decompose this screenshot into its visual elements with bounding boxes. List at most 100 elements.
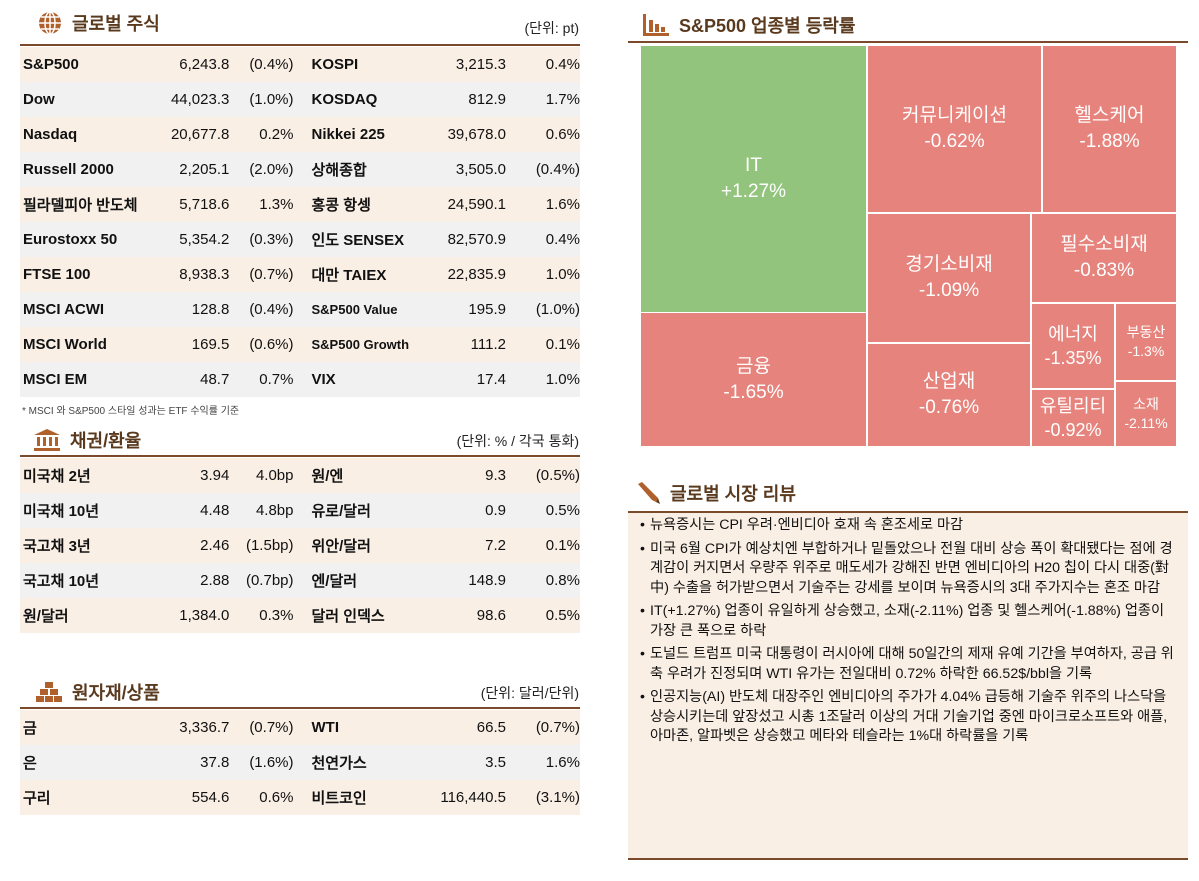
right-value: 22,835.9 — [447, 266, 506, 283]
table-row: Eurostoxx 50 5,354.2 (0.3%) 인도 SENSEX 82,570… — [20, 222, 580, 257]
sector-name: 금융 — [736, 355, 771, 377]
left-change: (2.0%) — [249, 161, 294, 178]
right-change: 0.4% — [545, 56, 580, 73]
right-value: 24,590.1 — [447, 196, 506, 213]
left-value: 5,354.2 — [179, 231, 230, 248]
bonds-section-title: 채권/환율 — [34, 427, 141, 453]
sector-name: 유틸리티 — [1039, 395, 1107, 416]
left-change: (0.7%) — [249, 719, 294, 736]
sector-value: -1.65% — [723, 381, 784, 403]
right-change: 1.0% — [545, 371, 580, 388]
sector-name: 에너지 — [1048, 323, 1098, 344]
review-title: 글로벌 시장 리뷰 — [670, 484, 796, 504]
left-change: (1.5bp) — [245, 537, 294, 554]
left-change: (0.7%) — [249, 266, 294, 283]
sector-name: 산업재 — [922, 371, 976, 393]
sector-name: 소재 — [1133, 396, 1159, 413]
right-value: 66.5 — [476, 719, 506, 736]
right-value: 195.9 — [468, 301, 506, 318]
sectors-title: S&P500 업종별 등락률 — [679, 16, 856, 36]
right-name: WTI — [311, 719, 340, 736]
right-value: 111.2 — [470, 336, 506, 353]
right-name: 유로/달러 — [311, 503, 371, 520]
sector-name: 경기소비재 — [905, 254, 993, 276]
divider — [628, 41, 1188, 43]
left-name: 금 — [23, 720, 37, 737]
right-name: 엔/달러 — [311, 573, 358, 590]
table-row: MSCI EM 48.7 0.7% VIX 17.4 1.0% — [20, 362, 580, 397]
left-change: 4.0bp — [255, 467, 294, 484]
left-name: MSCI EM — [23, 371, 88, 388]
bank-icon — [34, 429, 60, 451]
table-row: 구리 554.6 0.6% 비트코인 116,440.5 (3.1%) — [20, 780, 580, 815]
treemap-cell: 헬스케어 -1.88% — [1043, 46, 1176, 212]
right-change: 0.5% — [545, 607, 580, 624]
sector-value: -1.88% — [1079, 131, 1140, 152]
pen-icon — [638, 482, 660, 504]
left-value: 3,336.7 — [179, 719, 230, 736]
sector-treemap: IT +1.27% 금융 -1.65% 커뮤니케이션 -0.62% 헬스케어 -1.88% 경기… — [640, 45, 1177, 448]
left-change: (1.0%) — [249, 91, 294, 108]
right-change: (0.5%) — [535, 467, 580, 484]
left-name: 원/달러 — [23, 608, 69, 625]
treemap-cell: 경기소비재 -1.09% — [868, 214, 1030, 342]
right-change: (0.4%) — [535, 161, 580, 178]
left-value: 4.48 — [200, 502, 230, 519]
right-change: 0.4% — [545, 231, 580, 248]
right-name: 비트코인 — [311, 790, 367, 807]
left-value: 48.7 — [200, 371, 230, 388]
divider — [20, 707, 580, 709]
right-value: 148.9 — [468, 572, 506, 589]
divider — [20, 455, 580, 457]
left-value: 37.8 — [200, 754, 230, 771]
left-change: (0.6%) — [249, 336, 294, 353]
right-value: 82,570.9 — [447, 231, 506, 248]
left-value: 20,677.8 — [170, 126, 230, 143]
sector-value: -0.92% — [1044, 420, 1102, 440]
left-change: (0.4%) — [249, 56, 294, 73]
treemap-cell: 커뮤니케이션 -0.62% — [868, 46, 1041, 212]
left-name: FTSE 100 — [23, 266, 91, 283]
right-value: 3,505.0 — [455, 161, 506, 178]
review-bullet: 도널드 트럼프 미국 대통령이 러시아에 대해 50일간의 제재 유예 기간을 … — [640, 645, 1178, 684]
right-change: 0.8% — [545, 572, 580, 589]
sector-value: +1.27% — [721, 181, 786, 202]
equity-table: S&P500 6,243.8 (0.4%) KOSPI 3,215.3 0.4% Dow 44… — [20, 47, 580, 397]
sector-value: -2.11% — [1124, 415, 1168, 431]
left-change: (0.4%) — [249, 301, 294, 318]
right-value: 9.3 — [485, 467, 506, 484]
right-name: 인도 SENSEX — [311, 232, 405, 249]
right-change: 0.6% — [545, 126, 580, 143]
review-bullet: 미국 6월 CPI가 예상치엔 부합하거나 밑돌았으나 전월 대비 상승 폭이 … — [640, 540, 1178, 599]
left-change: 1.3% — [259, 196, 294, 213]
treemap-cell: 부동산 -1.3% — [1116, 304, 1176, 380]
table-row: 미국채 2년 3.94 4.0bp 원/엔 9.3 (0.5%) — [20, 458, 580, 493]
right-value: 7.2 — [485, 537, 506, 554]
left-name: 미국채 10년 — [23, 503, 100, 520]
table-row: 국고채 10년 2.88 (0.7bp) 엔/달러 148.9 0.8% — [20, 563, 580, 598]
bar-chart-icon — [643, 14, 669, 36]
left-change: 0.2% — [259, 126, 294, 143]
table-row: 은 37.8 (1.6%) 천연가스 3.5 1.6% — [20, 745, 580, 780]
left-value: 128.8 — [191, 301, 230, 318]
treemap-cell: 에너지 -1.35% — [1032, 304, 1114, 388]
sector-value: -1.09% — [918, 280, 980, 301]
treemap-cell: IT +1.27% — [641, 46, 866, 312]
left-name: S&P500 — [23, 56, 79, 73]
table-row: 국고채 3년 2.46 (1.5bp) 위안/달러 7.2 0.1% — [20, 528, 580, 563]
table-row: 금 3,336.7 (0.7%) WTI 66.5 (0.7%) — [20, 710, 580, 745]
sector-name: 헬스케어 — [1074, 105, 1145, 127]
right-value: 17.4 — [476, 371, 506, 388]
left-change: 0.6% — [259, 789, 294, 806]
left-change: 0.7% — [259, 371, 294, 388]
review-bullet: 뉴욕증시는 CPI 우려·엔비디아 호재 속 혼조세로 마감 — [640, 516, 1178, 536]
left-name: Dow — [23, 91, 55, 108]
table-row: FTSE 100 8,938.3 (0.7%) 대만 TAIEX 22,835.9 1.0… — [20, 257, 580, 292]
right-change: (1.0%) — [535, 301, 580, 318]
bonds-title: 채권/환율 — [70, 431, 142, 451]
right-value: 3.5 — [485, 754, 506, 771]
table-row: 원/달러 1,384.0 0.3% 달러 인덱스 98.6 0.5% — [20, 598, 580, 633]
right-name: 대만 TAIEX — [311, 267, 387, 284]
right-change: (3.1%) — [535, 789, 580, 806]
left-change: (1.6%) — [249, 754, 294, 771]
